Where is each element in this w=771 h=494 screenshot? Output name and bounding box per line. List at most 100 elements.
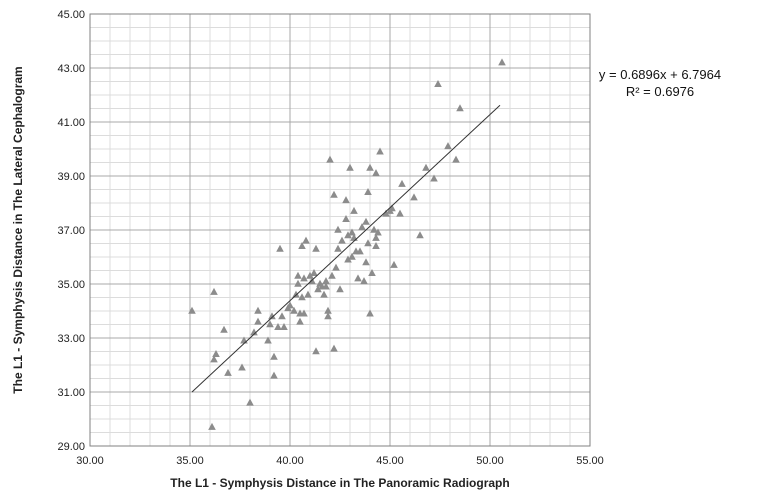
y-tick-label: 31.00 [57,387,85,399]
data-point [250,328,258,336]
y-tick-label: 45.00 [57,9,85,21]
data-point [360,277,368,285]
data-point [364,188,372,195]
data-point [292,290,300,298]
trendline [191,104,501,393]
data-point [296,317,304,325]
data-point [364,239,372,247]
data-point [274,323,282,330]
data-point [370,225,378,233]
y-axis-title: The L1 - Symphysis Distance in The Later… [11,66,25,393]
data-point [278,312,286,320]
data-point [382,209,390,217]
data-point [212,350,220,357]
y-tick-label: 41.00 [57,117,85,129]
x-tick-label: 50.00 [476,455,504,467]
data-points [188,58,506,430]
data-point [298,242,306,249]
r-squared-label: R² = 0.6976 [626,84,694,99]
data-point [422,163,430,171]
data-point [286,301,294,309]
y-axis-ticks: 29.00 31.00 33.00 35.00 37.00 39.00 41.00 43.00… [57,9,85,453]
x-tick-label: 45.00 [376,455,404,467]
data-point [388,204,396,212]
data-point [302,236,310,244]
data-point [322,282,330,290]
x-axis-title: The L1 - Symphysis Distance in The Panor… [170,476,509,490]
y-tick-label: 43.00 [57,63,85,75]
data-point [372,169,380,177]
data-point [366,163,374,171]
data-point [224,368,232,376]
data-point [332,263,340,271]
data-point [356,247,364,255]
data-point [254,317,262,325]
y-tick-label: 39.00 [57,171,85,183]
data-point [416,231,424,239]
data-point [330,190,338,198]
trend-equation: y = 0.6896x + 6.7964 [599,67,721,82]
data-point [306,271,314,279]
data-point [344,255,352,263]
data-point [344,231,352,239]
data-point [238,363,246,371]
data-point [312,244,320,252]
data-point [276,244,284,252]
y-tick-label: 29.00 [57,441,85,453]
data-point [336,285,344,293]
data-point [328,271,336,279]
data-point [304,290,312,298]
x-axis-ticks: 30.00 35.00 40.00 45.00 50.00 55.00 [76,455,604,467]
data-point [374,228,382,236]
data-point [220,325,228,333]
data-point [210,355,218,363]
data-point [350,206,358,214]
data-point [310,269,318,276]
data-point [430,174,438,182]
data-point [368,269,376,276]
data-point [342,196,350,204]
data-point [396,209,404,217]
data-point [270,352,278,360]
data-point [254,306,262,314]
data-point [372,233,380,241]
data-point [334,225,342,233]
data-point [322,277,330,285]
data-point [320,290,328,298]
data-point [362,258,370,266]
data-point [314,285,322,293]
data-point [354,274,362,282]
data-point [210,287,218,295]
x-tick-label: 30.00 [76,455,104,467]
data-point [334,244,342,252]
data-point [270,371,278,379]
data-point [456,104,464,112]
data-point [280,323,288,330]
x-tick-label: 40.00 [276,455,304,467]
data-point [294,279,302,287]
data-point [330,344,338,352]
data-point [376,147,384,155]
data-point [390,260,398,268]
data-point [410,193,418,201]
data-point [342,215,350,222]
data-point [188,306,196,314]
y-tick-label: 33.00 [57,333,85,345]
data-point [338,236,346,244]
y-tick-label: 35.00 [57,279,85,291]
data-point [246,398,254,406]
data-point [358,223,366,231]
data-point [452,155,460,163]
data-point [346,163,354,171]
x-tick-label: 35.00 [176,455,204,467]
y-tick-label: 37.00 [57,225,85,237]
data-point [498,58,506,66]
data-point [300,309,308,317]
data-point [208,422,216,430]
data-point [300,274,308,282]
data-point [398,179,406,187]
data-point [290,306,298,314]
data-point [268,312,276,320]
data-point [372,242,380,249]
